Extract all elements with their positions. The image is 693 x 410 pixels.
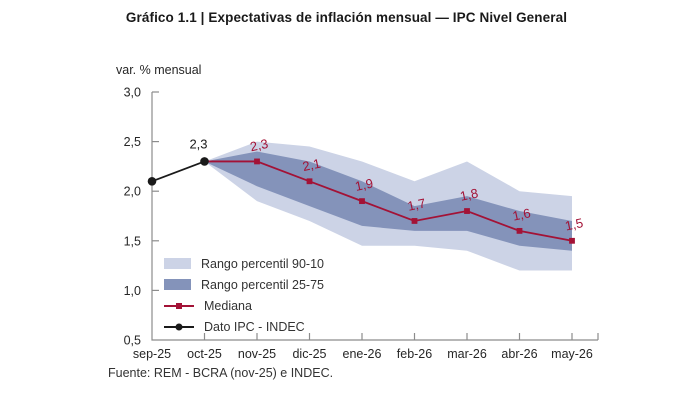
legend-label: Rango percentil 90-10 xyxy=(201,256,324,271)
mediana-point-label: 2,1 xyxy=(301,156,322,174)
legend-item-mediana: Mediana xyxy=(164,295,324,316)
x-tick-label: sep-25 xyxy=(133,347,171,361)
x-tick-label: nov-25 xyxy=(238,347,276,361)
mediana-point-label: 2,3 xyxy=(249,136,270,154)
x-tick-label: mar-26 xyxy=(447,347,487,361)
legend-item-dato-ipc: Dato IPC - INDEC xyxy=(164,316,324,337)
y-tick-label: 1,5 xyxy=(124,234,141,248)
mediana-marker xyxy=(359,198,365,205)
mediana-point-label: 1,7 xyxy=(406,195,427,213)
x-tick-label: feb-26 xyxy=(397,347,432,361)
x-tick-label: may-26 xyxy=(551,347,593,361)
legend-label: Mediana xyxy=(204,298,252,313)
mediana-point-label: 1,6 xyxy=(511,205,532,223)
mediana-marker xyxy=(464,208,470,214)
legend-label: Rango percentil 25-75 xyxy=(201,277,324,292)
legend-label: Dato IPC - INDEC xyxy=(204,319,305,334)
y-tick-label: 2,5 xyxy=(124,135,141,149)
mediana-marker xyxy=(516,227,523,234)
dato-ipc-indec-line xyxy=(151,160,205,183)
mediana-marker xyxy=(306,178,313,185)
mediana-point-label: 1,9 xyxy=(354,176,375,194)
y-tick-label: 3,0 xyxy=(124,86,141,100)
mediana-marker xyxy=(254,158,260,165)
dato-ipc-indec-marker xyxy=(147,176,157,186)
y-tick-label: 0,5 xyxy=(124,334,141,348)
percentile-90-10-swatch-icon xyxy=(164,258,191,269)
mediana-point-label: 1,8 xyxy=(459,185,480,203)
chart-title: Gráfico 1.1 | Expectativas de inflación … xyxy=(125,10,568,25)
y-tick-label: 1,0 xyxy=(124,284,141,298)
y-tick-label: 2,0 xyxy=(124,185,141,199)
legend-item-percentile-90-10: Rango percentil 90-10 xyxy=(164,253,324,274)
median-line-swatch-icon xyxy=(164,300,194,311)
mediana-marker xyxy=(411,218,418,224)
ipc-line-swatch-icon xyxy=(164,321,194,332)
x-tick-label: dic-25 xyxy=(292,347,326,361)
chart-legend: Rango percentil 90-10 Rango percentil 25… xyxy=(164,253,324,337)
x-tick-label: ene-26 xyxy=(343,347,382,361)
mediana-marker xyxy=(569,237,575,244)
axes-spines xyxy=(151,92,598,341)
x-tick-label: oct-25 xyxy=(187,347,222,361)
y-axis-title: var. % mensual xyxy=(116,63,202,77)
dato-ipc-indec-point-label: 2,3 xyxy=(189,136,207,151)
mediana-line xyxy=(204,160,573,242)
mediana-point-label: 1,5 xyxy=(564,215,585,233)
dato-ipc-indec-marker xyxy=(200,157,209,166)
source-note: Fuente: REM - BCRA (nov-25) e INDEC. xyxy=(108,366,334,380)
legend-item-percentile-25-75: Rango percentil 25-75 xyxy=(164,274,324,295)
percentile-25-75-swatch-icon xyxy=(164,279,191,290)
x-tick-label: abr-26 xyxy=(501,347,537,361)
